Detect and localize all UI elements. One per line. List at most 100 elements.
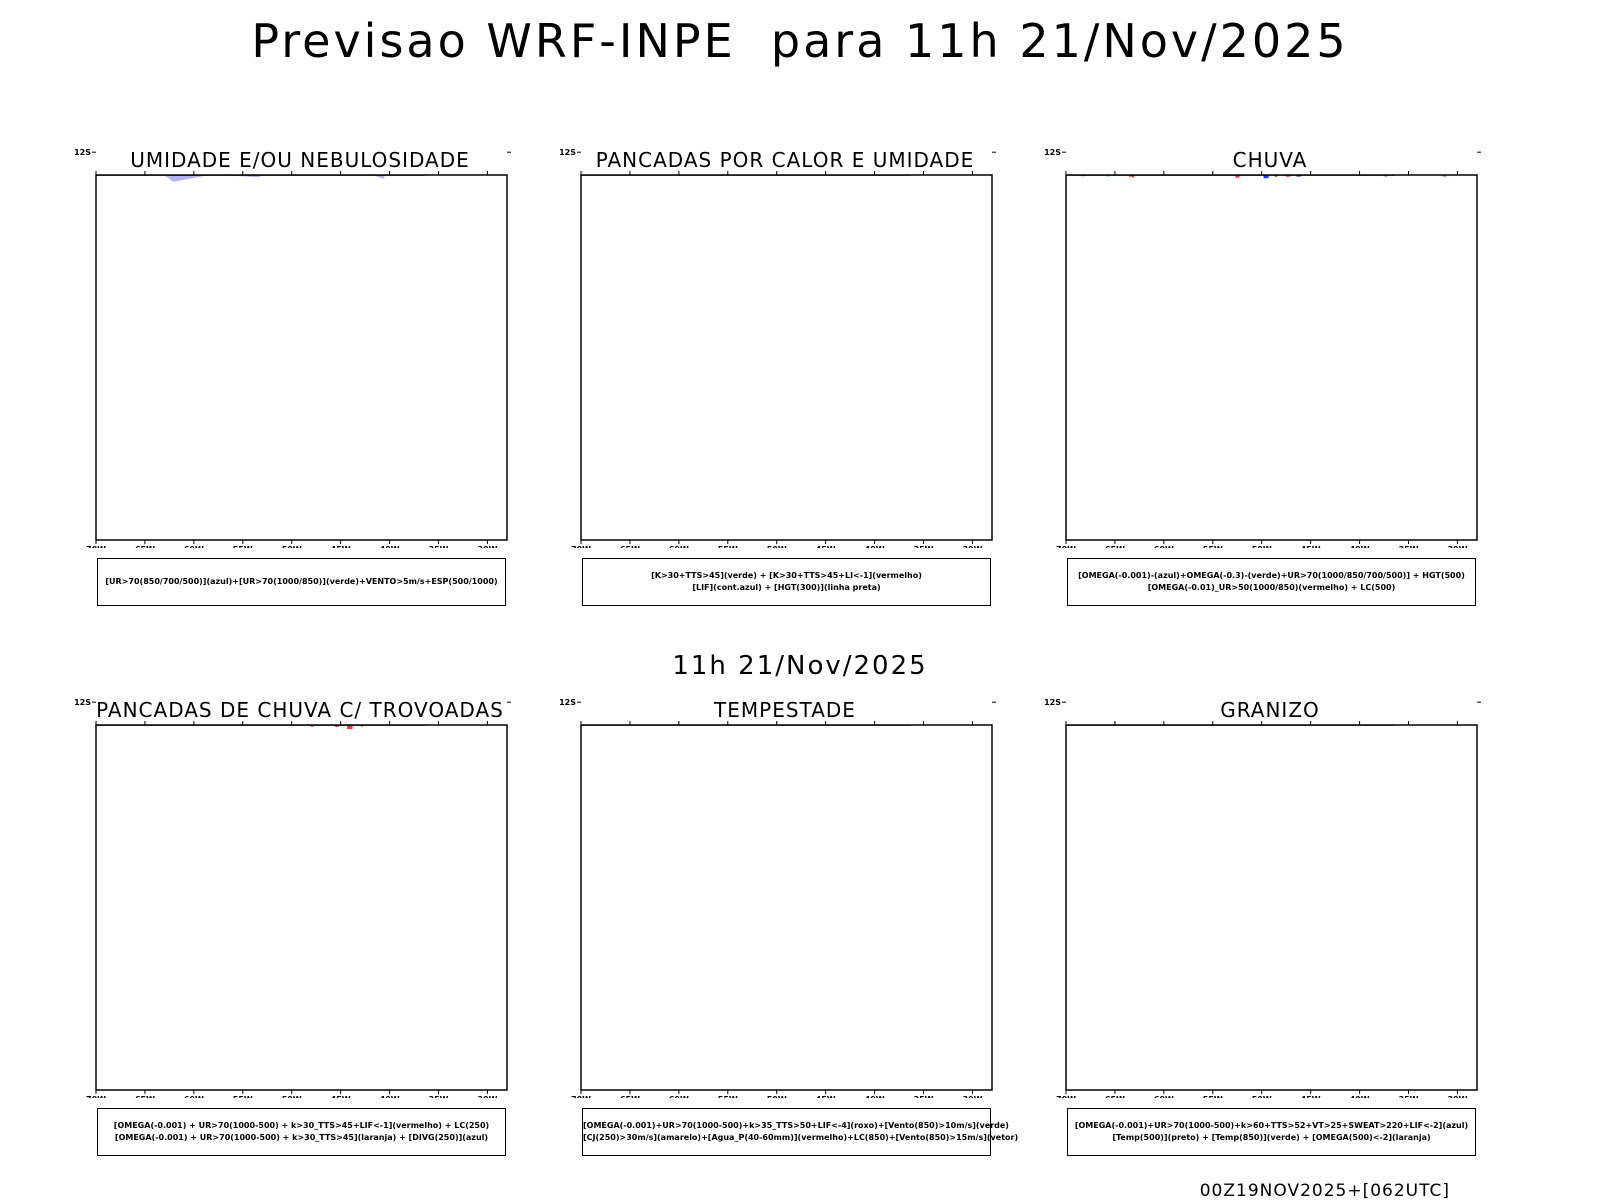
umidade-lon-label: 60W xyxy=(184,545,204,548)
trovoadas-lat-label: 12S xyxy=(74,698,91,707)
umidade-red-dashed-contours xyxy=(98,148,297,155)
panel-title: GRANIZO xyxy=(1220,698,1320,722)
pancadas-calor-lon-label: 50W xyxy=(767,545,787,548)
granizo-temp850-contour xyxy=(1394,698,1424,713)
granizo-map-frame xyxy=(1065,724,1478,1091)
pancadas-calor-lat-label: 12S xyxy=(559,148,576,157)
granizo-state-border xyxy=(1296,725,1297,726)
tempestade-precip-water-contour xyxy=(916,698,1010,702)
granizo-state-border xyxy=(1256,725,1258,726)
trovoadas-lon-label: 30W xyxy=(477,1095,497,1098)
legend-line-2: [OMEGA(-0.001) + UR>70(1000-500) + k>30_… xyxy=(114,1133,489,1142)
tempestade-wind-green xyxy=(581,698,635,714)
pancadas-calor-lon-label: 30W xyxy=(962,545,982,548)
chuva-lon-label: 30W xyxy=(1447,545,1467,548)
chuva-coastline xyxy=(1066,175,1396,176)
panel-title: CHUVA xyxy=(1232,148,1308,172)
umidade-country-border xyxy=(106,148,212,164)
trovoadas-coastline xyxy=(96,725,426,726)
granizo-omega-orange xyxy=(1374,698,1400,715)
tempestade-lon-label: 45W xyxy=(816,1095,836,1098)
granizo-country-border xyxy=(1076,698,1182,714)
pancadas-calor-state-border xyxy=(811,175,812,176)
chuva-lat-label: 12S xyxy=(1044,148,1061,157)
tempestade-coastline xyxy=(581,725,911,726)
umidade-lon-label: 45W xyxy=(331,545,351,548)
pancadas-calor-lon-label: 35W xyxy=(914,545,934,548)
umidade-humidity-lavender xyxy=(164,175,260,182)
tempestade-map-frame xyxy=(580,724,993,1091)
granizo-lon-label: 55W xyxy=(1203,1095,1223,1098)
trovoadas-country-border xyxy=(101,698,167,714)
granizo-lon-label: 60W xyxy=(1154,1095,1174,1098)
trovoadas-state-border xyxy=(194,698,233,725)
pancadas-calor-state-border xyxy=(817,148,865,169)
tempestade-state-border xyxy=(811,725,812,726)
chuva-rain-blue xyxy=(1263,175,1302,179)
granizo-lon-label: 70W xyxy=(1056,1095,1076,1098)
panel-umidade: UMIDADE E/OU NEBULOSIDADE 10081012101610… xyxy=(60,148,540,618)
chuva-lon-label: 50W xyxy=(1252,545,1272,548)
tempestade-severe-purple xyxy=(600,698,639,719)
legend-line-2: [Temp(500)](preto) + [Temp(850)](verde) … xyxy=(1112,1133,1431,1142)
tempestade-lon-label: 65W xyxy=(620,1095,640,1098)
umidade-humidity-lavender xyxy=(372,175,386,179)
map-content: 9600952094409360928092009120904096009520… xyxy=(581,148,911,176)
tempestade-lon-label: 50W xyxy=(767,1095,787,1098)
chuva-lon-label: 60W xyxy=(1154,545,1174,548)
map-granizo: -12-15-18-21-12-15-18-211215912151812151… xyxy=(1044,698,1481,1098)
legend-line-1: [UR>70(850/700/500)](azul)+[UR>70(1000/8… xyxy=(105,577,498,586)
pancadas-calor-instability-teal xyxy=(786,148,851,152)
chuva-lon-label: 35W xyxy=(1399,545,1419,548)
granizo-state-border xyxy=(1302,698,1350,719)
granizo-country-border xyxy=(1071,698,1138,714)
panel-legend: [K>30+TTS>45](verde) + [K>30+TTS>45+LI<-… xyxy=(582,558,991,606)
granizo-lon-label: 45W xyxy=(1301,1095,1321,1098)
granizo-temp850-contour xyxy=(1058,708,1074,720)
trovoadas-state-border xyxy=(286,725,288,726)
tempestade-state-border xyxy=(771,725,773,726)
tempestade-lon-label: 55W xyxy=(718,1095,738,1098)
legend-line-2: [OMEGA(-0.01)_UR>50(1000/850)(vermelho) … xyxy=(1147,583,1396,592)
map-umidade: 1008101210161020100810121016102010121016… xyxy=(74,148,511,548)
main-title: Previsao WRF-INPE para 11h 21/Nov/2025 xyxy=(251,14,1349,68)
chuva-state-border xyxy=(1296,175,1297,176)
trovoadas-lon-label: 45W xyxy=(331,1095,351,1098)
trovoadas-map-frame xyxy=(95,724,508,1091)
pancadas-calor-lon-label: 60W xyxy=(669,545,689,548)
map-chuva: 5825795765735705675645615585825795765735… xyxy=(1044,148,1481,548)
granizo-lon-label: 65W xyxy=(1105,1095,1125,1098)
granizo-lon-label: 50W xyxy=(1252,1095,1272,1098)
granizo-lon-label: 35W xyxy=(1399,1095,1419,1098)
umidade-thickness-label: 576 xyxy=(205,151,222,160)
legend-line-1: [K>30+TTS>45](verde) + [K>30+TTS>45+LI<-… xyxy=(651,571,922,580)
umidade-lon-label: 55W xyxy=(233,545,253,548)
chuva-rain-red xyxy=(1081,175,1446,178)
trovoadas-streamline-arrow xyxy=(136,698,140,701)
pancadas-calor-lon-label: 70W xyxy=(571,545,591,548)
chuva-lon-label: 55W xyxy=(1203,545,1223,548)
panel-legend: [OMEGA(-0.001) + UR>70(1000-500) + k>30_… xyxy=(97,1108,506,1156)
umidade-green-contour xyxy=(96,148,507,155)
trovoadas-state-border xyxy=(332,698,380,719)
tempestade-country-border xyxy=(591,698,697,714)
pancadas-calor-state-border xyxy=(679,148,718,175)
pancadas-calor-map-frame xyxy=(580,174,993,541)
pancadas-calor-lon-label: 55W xyxy=(718,545,738,548)
trovoadas-lon-label: 55W xyxy=(233,1095,253,1098)
trovoadas-storm-red xyxy=(179,698,207,712)
map-content: 5825795765735705675645615585825795765735… xyxy=(1066,148,1446,179)
trovoadas-storm-red xyxy=(310,725,363,730)
trovoadas-streamline xyxy=(96,698,507,702)
map-content: 1008101210161020100810121016102010121016… xyxy=(96,148,507,182)
legend-line-2: [CJ(250)>30m/s](amarelo)+[Agua_P(40-60mm… xyxy=(583,1133,1019,1142)
panel-legend: [UR>70(850/700/500)](azul)+[UR>70(1000/8… xyxy=(97,558,506,606)
umidade-state-border xyxy=(332,148,380,169)
umidade-coastline xyxy=(96,175,426,176)
tempestade-country-border xyxy=(586,698,653,714)
pancadas-calor-lif-blue-contour xyxy=(582,148,664,154)
chuva-state-border xyxy=(1302,148,1350,169)
pancadas-calor-country-border xyxy=(591,148,697,164)
granizo-temp850-contour xyxy=(1318,698,1362,707)
trovoadas-storm-orange xyxy=(342,698,404,705)
